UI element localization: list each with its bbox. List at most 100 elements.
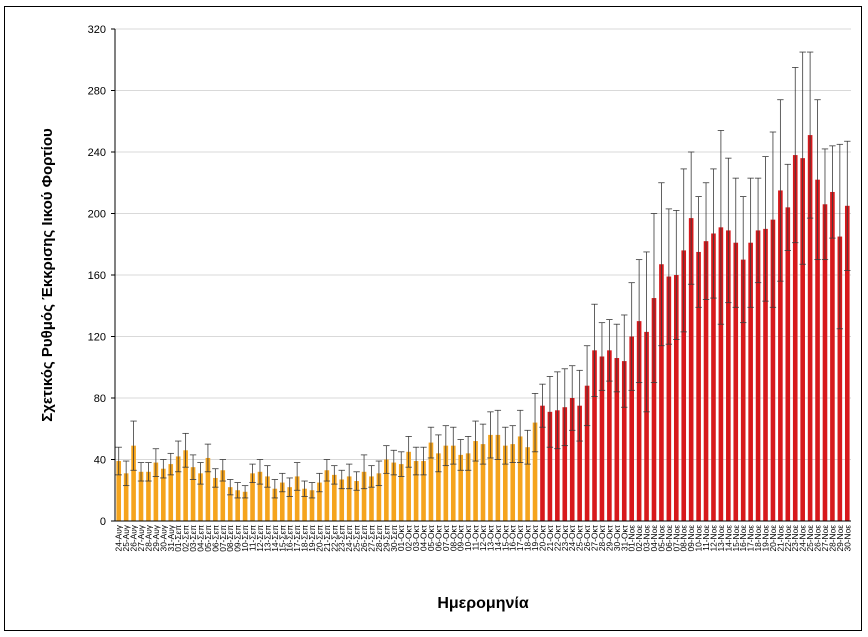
y-tick-label: 320 <box>88 24 106 36</box>
bar <box>398 464 404 521</box>
x-tick-label: 30-Αυγ <box>158 524 168 551</box>
x-tick-label: 07-Νοε <box>671 525 681 552</box>
chart: 0 40 80 120 160 200 240 280 320 24-Αυγ25-Αυγ26-Α… <box>39 24 853 612</box>
x-tick-label: 02-Νοε <box>634 525 644 552</box>
bar <box>309 490 315 521</box>
x-tick-label: 28-Νοε <box>827 525 837 552</box>
bar <box>555 410 560 521</box>
bar <box>458 454 464 521</box>
bar <box>636 321 642 521</box>
bar <box>146 471 151 521</box>
y-tick-label: 280 <box>88 86 106 98</box>
x-tick-label: 24-Αυγ <box>114 524 124 551</box>
bar <box>837 236 843 521</box>
bar <box>183 450 188 521</box>
x-tick-label: 07-Οκτ <box>441 524 451 551</box>
y-axis-title: Σχετικός Ρυθμός Έκκρισης Ιικού Φορτίου <box>39 128 56 422</box>
x-tick-label: 19-Νοε <box>761 525 771 552</box>
bar <box>733 242 739 521</box>
x-tick-label: 14-Σεπ <box>270 525 280 552</box>
x-tick-label: 27-Αυγ <box>136 524 146 551</box>
x-tick-label: 14-Οκτ <box>493 524 503 551</box>
x-tick-label: 23-Νοε <box>790 525 800 552</box>
bar <box>116 461 122 521</box>
x-tick-label: 23-Οκτ <box>560 524 570 551</box>
bar <box>324 470 330 521</box>
bar <box>361 471 367 521</box>
x-tick-label: 03-Οκτ <box>411 524 421 551</box>
bar <box>346 476 352 521</box>
x-tick-label: 26-Σεπ <box>359 525 369 552</box>
axes <box>111 28 851 522</box>
bar <box>265 476 270 521</box>
bar <box>830 191 835 521</box>
bar <box>168 464 174 521</box>
x-tick-label: 13-Σεπ <box>262 525 272 552</box>
bar <box>673 275 679 521</box>
bar <box>227 487 233 521</box>
x-tick-label: 02-Σεπ <box>181 525 191 552</box>
x-tick-label: 30-Νοε <box>842 525 852 552</box>
x-tick-label: 17-Νοε <box>746 525 756 552</box>
x-tick-label: 01-Οκτ <box>396 524 406 551</box>
x-tick-label: 13-Οκτ <box>485 524 495 551</box>
bar <box>317 482 322 521</box>
bar <box>175 456 181 521</box>
bar <box>651 298 657 521</box>
bar <box>443 445 449 521</box>
x-tick-label: 27-Οκτ <box>590 524 600 551</box>
x-tick-label: 02-Οκτ <box>404 524 414 551</box>
bar <box>502 445 508 521</box>
x-tick-label: 28-Οκτ <box>597 524 607 551</box>
x-tick-label: 07-Σεπ <box>218 525 228 552</box>
x-tick-label: 04-Νοε <box>649 525 659 552</box>
x-tick-label: 25-Οκτ <box>575 524 585 551</box>
bar <box>770 219 776 521</box>
x-tick-label: 10-Οκτ <box>463 524 473 551</box>
bar <box>480 444 486 521</box>
bar <box>688 218 694 522</box>
y-tick-label: 200 <box>88 209 106 221</box>
x-tick-label: 20-Σεπ <box>314 525 324 552</box>
bar <box>250 473 255 521</box>
bar <box>844 205 850 521</box>
x-tick-label: 14-Νοε <box>723 525 733 552</box>
x-tick-label: 22-Σεπ <box>329 525 339 552</box>
bar <box>584 385 590 521</box>
bar <box>755 230 761 521</box>
x-tick-label: 16-Οκτ <box>508 524 518 551</box>
y-tick-label: 0 <box>100 516 106 528</box>
bar <box>465 453 471 521</box>
y-tick-label: 80 <box>94 393 106 405</box>
x-tick-label: 20-Οκτ <box>537 524 547 551</box>
x-tick-label: 04-Σεπ <box>195 525 205 552</box>
bar <box>287 487 293 521</box>
y-tick-label: 120 <box>88 332 106 344</box>
bar <box>785 207 791 521</box>
bar <box>807 135 813 521</box>
bar <box>718 227 724 521</box>
bar <box>815 179 820 522</box>
bar <box>198 473 203 521</box>
bar <box>748 242 753 521</box>
bar <box>272 488 278 521</box>
x-tick-label: 18-Σεπ <box>300 525 310 552</box>
bar <box>450 445 456 521</box>
bar <box>138 471 144 521</box>
bar <box>235 490 240 521</box>
bar <box>540 405 545 521</box>
bar <box>681 250 687 521</box>
x-tick-label: 09-Σεπ <box>233 525 243 552</box>
bar <box>436 453 441 521</box>
y-tick-label: 40 <box>94 455 106 467</box>
x-tick-label: 13-Νοε <box>716 525 726 552</box>
bar <box>161 468 166 521</box>
x-tick-label: 30-Σεπ <box>389 525 399 552</box>
x-tick-labels: 24-Αυγ25-Αυγ26-Αυγ27-Αυγ28-Αυγ29-Αυγ30-Α… <box>114 524 853 552</box>
bar <box>547 411 553 521</box>
x-tick-label: 24-Σεπ <box>344 525 354 552</box>
x-axis-title: Ημερομηνία <box>437 595 529 612</box>
x-tick-label: 01-Νοε <box>627 525 637 552</box>
bar <box>532 422 538 521</box>
bar <box>525 447 530 521</box>
